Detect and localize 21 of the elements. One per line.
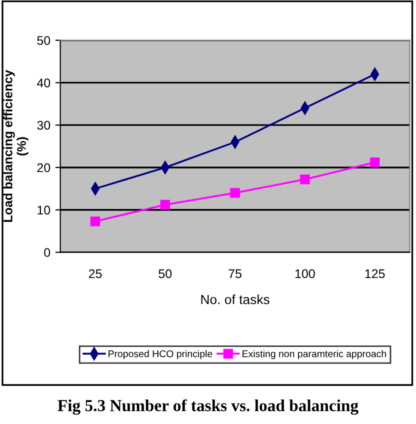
y-tick-label: 50: [37, 36, 50, 45]
x-tick-label: 125: [365, 269, 385, 278]
x-axis-title: No. of tasks: [201, 294, 270, 304]
point: [90, 216, 100, 226]
point: [370, 158, 380, 168]
legend-label: Existing non paramteric approach: [242, 350, 386, 360]
y-tick-label: 40: [36, 78, 50, 88]
y-tick-label: 10: [38, 206, 50, 215]
y-tick-label: 20: [37, 163, 50, 172]
x-tick-label: 75: [228, 269, 242, 278]
point: [300, 174, 310, 184]
y-tick-label: 0: [44, 248, 50, 257]
x-tick-label: 25: [88, 269, 102, 278]
x-tick-label: 100: [295, 269, 315, 278]
point: [160, 200, 170, 210]
caption: Fig 5.3 Number of tasks vs. load balancing: [58, 399, 358, 415]
point: [230, 188, 240, 198]
x-tick-label: 50: [158, 269, 172, 278]
y-axis-title: Load balancing efficiency (%): [3, 70, 28, 222]
legend-label: Proposed HCO principle: [108, 350, 212, 360]
y-tick-label: 30: [37, 120, 50, 130]
